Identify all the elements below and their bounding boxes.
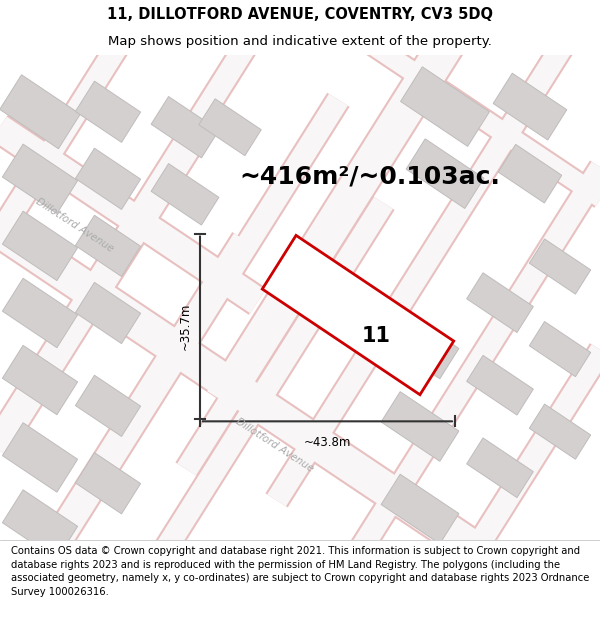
Polygon shape (262, 236, 454, 395)
Polygon shape (467, 273, 533, 332)
Polygon shape (381, 309, 459, 379)
Polygon shape (76, 375, 140, 436)
Polygon shape (401, 67, 490, 146)
Polygon shape (529, 239, 590, 294)
Text: 11, DILLOTFORD AVENUE, COVENTRY, CV3 5DQ: 11, DILLOTFORD AVENUE, COVENTRY, CV3 5DQ (107, 8, 493, 22)
Polygon shape (498, 144, 562, 203)
Polygon shape (467, 356, 533, 415)
Polygon shape (76, 81, 140, 142)
Polygon shape (2, 211, 77, 281)
Polygon shape (529, 404, 590, 459)
Polygon shape (2, 144, 77, 214)
Polygon shape (76, 148, 140, 209)
Polygon shape (381, 474, 459, 544)
Polygon shape (76, 215, 140, 276)
Text: Dillotford Avenue: Dillotford Avenue (34, 196, 116, 254)
Text: Dillotford Avenue: Dillotford Avenue (235, 416, 316, 474)
Text: 11: 11 (361, 326, 391, 346)
Polygon shape (493, 73, 567, 140)
Polygon shape (381, 392, 459, 461)
Polygon shape (2, 422, 77, 492)
Polygon shape (76, 452, 140, 514)
Text: ~43.8m: ~43.8m (304, 436, 351, 449)
Text: ~416m²/~0.103ac.: ~416m²/~0.103ac. (239, 165, 500, 189)
Polygon shape (2, 490, 77, 559)
Polygon shape (529, 321, 590, 377)
Polygon shape (2, 346, 77, 415)
Polygon shape (467, 438, 533, 498)
Polygon shape (199, 99, 261, 156)
Polygon shape (76, 282, 140, 344)
Text: ~35.7m: ~35.7m (179, 302, 192, 350)
Polygon shape (151, 96, 219, 158)
Polygon shape (0, 75, 80, 149)
Polygon shape (406, 139, 484, 209)
Polygon shape (151, 164, 219, 225)
Polygon shape (2, 278, 77, 348)
Text: Contains OS data © Crown copyright and database right 2021. This information is : Contains OS data © Crown copyright and d… (11, 546, 589, 597)
Text: Map shows position and indicative extent of the property.: Map shows position and indicative extent… (108, 35, 492, 48)
